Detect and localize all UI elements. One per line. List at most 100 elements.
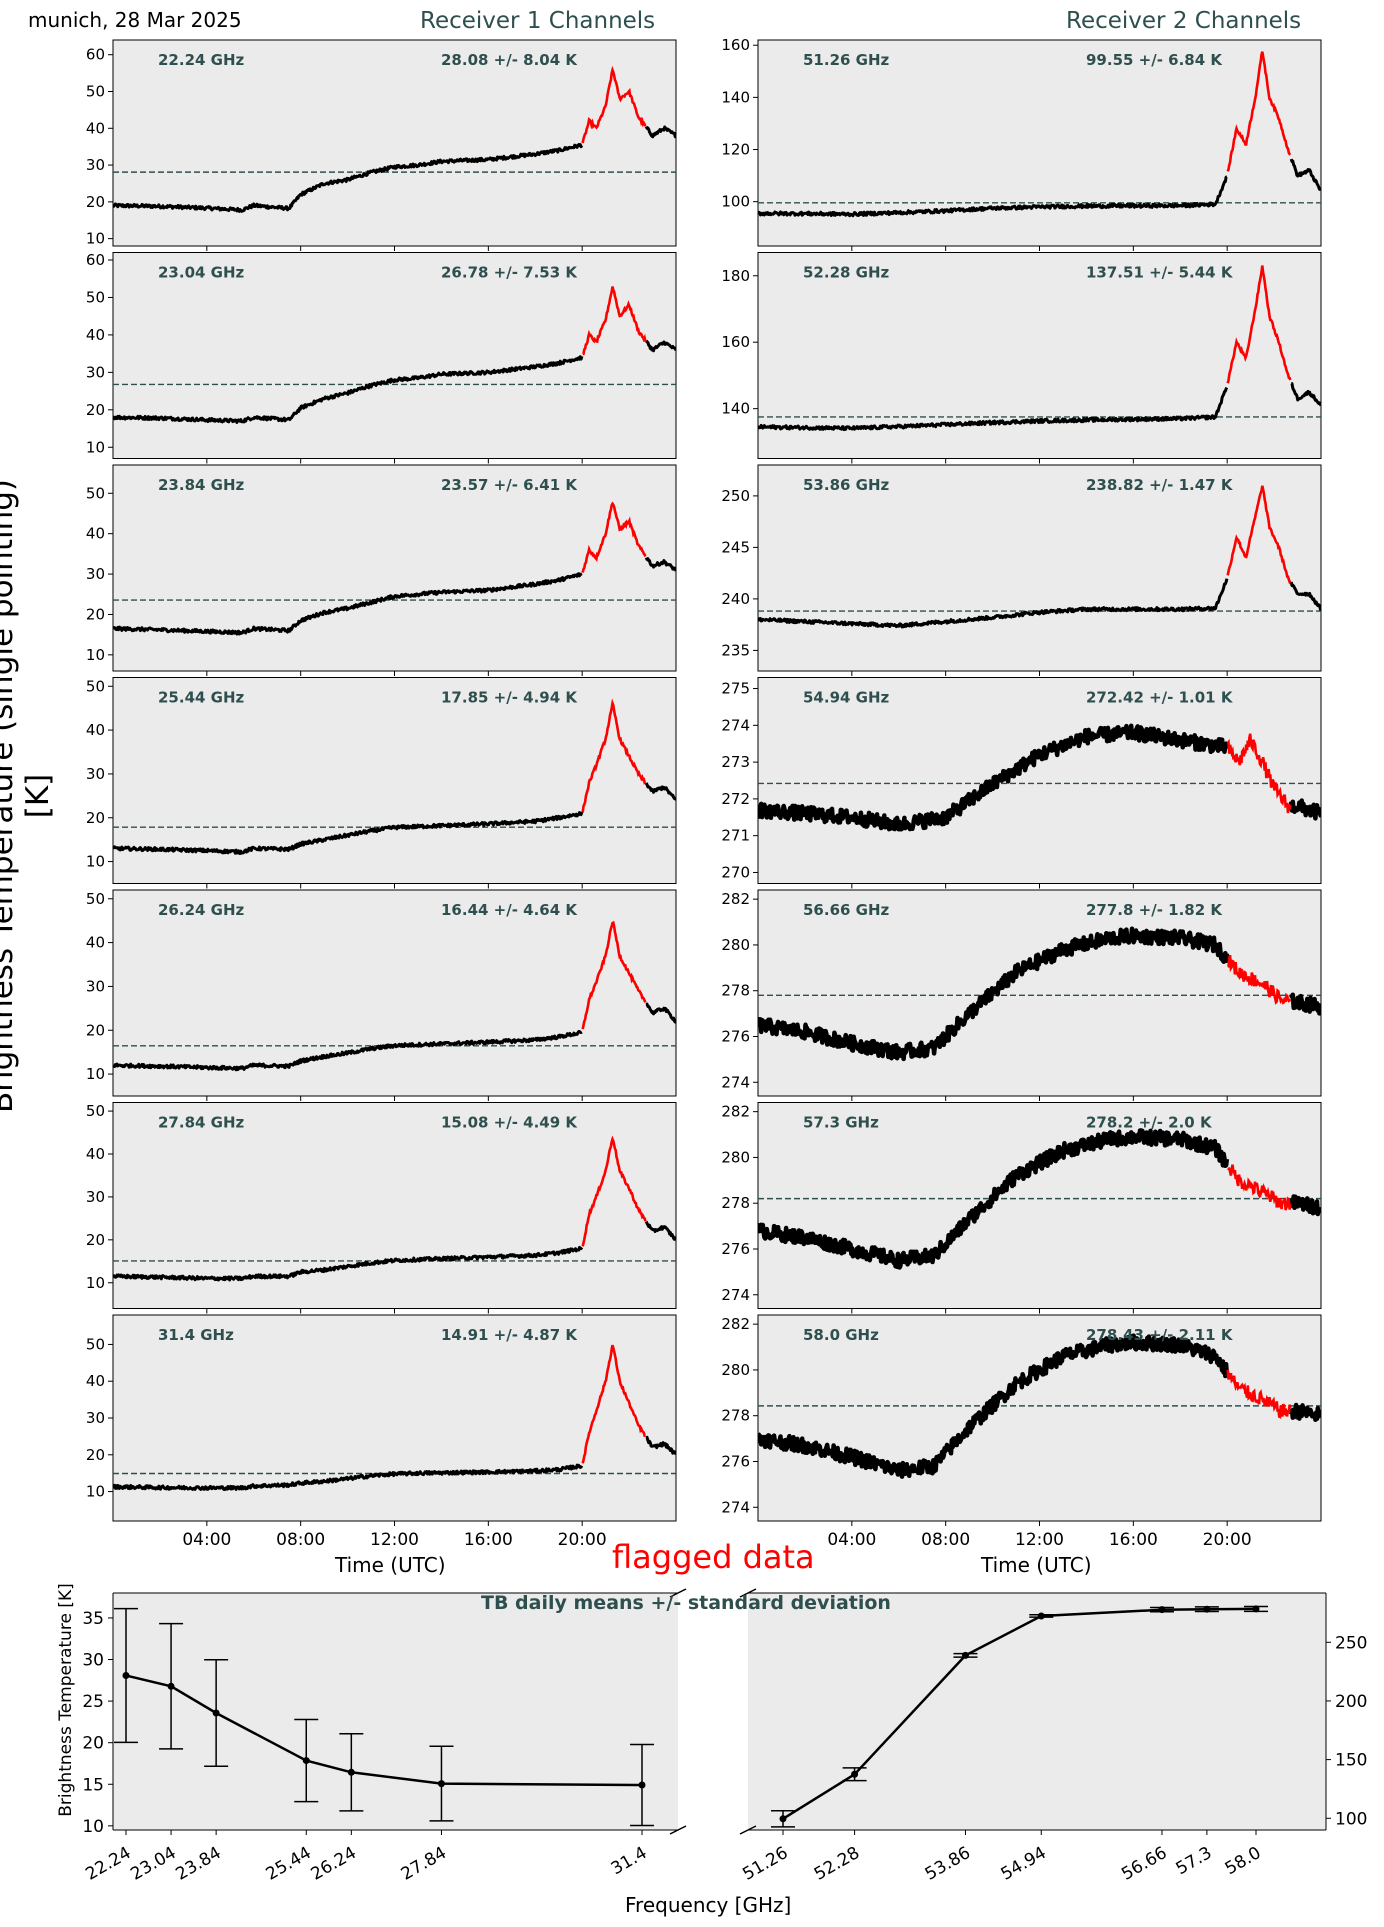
frequency-label: 57.3 GHz xyxy=(803,1114,879,1132)
x-axis-label-receiver1: Time (UTC) xyxy=(335,1553,446,1577)
summary-x-tick-label: 56.66 xyxy=(1118,1843,1170,1885)
summary-x-tick-label: 31.4 xyxy=(608,1843,651,1879)
stat-label: 15.08 +/- 4.49 K xyxy=(441,1114,578,1132)
summary-y-axis-label: Brightness Temperature [K] xyxy=(56,1583,76,1817)
summary-x-tick-label: 22.24 xyxy=(82,1843,134,1885)
frequency-label: 51.26 GHz xyxy=(803,51,890,69)
x-tick-label: 16:00 xyxy=(464,1530,513,1550)
stat-label: 278.2 +/- 2.0 K xyxy=(1086,1114,1213,1132)
y-tick-label: 30 xyxy=(86,1188,105,1206)
y-tick-label: 20 xyxy=(86,809,105,827)
receiver1-title: Receiver 1 Channels xyxy=(420,8,656,34)
data-series-line xyxy=(758,382,1321,432)
flagged-series-line xyxy=(582,286,647,356)
y-tick-label: 30 xyxy=(86,156,105,174)
stat-label: 238.82 +/- 1.47 K xyxy=(1086,476,1234,494)
y-tick-label: 274 xyxy=(721,716,750,734)
summary-x-tick-label: 51.26 xyxy=(739,1843,791,1885)
x-axis-label-receiver2: Time (UTC) xyxy=(981,1553,1092,1577)
y-tick-label: 40 xyxy=(86,326,105,344)
data-series-line xyxy=(113,1220,676,1282)
flagged-series-line xyxy=(581,1135,647,1247)
frequency-label: 23.84 GHz xyxy=(158,476,245,494)
mean-point xyxy=(638,1781,646,1789)
axis-break-mark xyxy=(669,1825,687,1835)
panel-background xyxy=(112,1314,677,1522)
y-axis-label: Brightness Temperature (single pointing)… xyxy=(0,478,56,1114)
y-tick-label: 140 xyxy=(721,88,750,106)
location-date: munich, 28 Mar 2025 xyxy=(28,8,242,32)
y-tick-label: 282 xyxy=(721,1103,750,1121)
y-tick-label: 50 xyxy=(86,677,105,695)
panel-background xyxy=(757,252,1322,459)
frequency-label: 23.04 GHz xyxy=(158,264,245,282)
data-series-line xyxy=(758,723,1321,832)
y-tick-label: 20 xyxy=(86,605,105,623)
y-tick-label: 250 xyxy=(721,487,750,505)
stat-label: 17.85 +/- 4.94 K xyxy=(441,689,578,707)
stat-label: 23.57 +/- 6.41 K xyxy=(441,476,578,494)
mean-point xyxy=(1158,1606,1166,1614)
panel-background xyxy=(112,39,677,247)
y-tick-label: 235 xyxy=(721,641,750,659)
summary-x-tick-label: 53.86 xyxy=(922,1843,974,1885)
mean-point xyxy=(1252,1605,1260,1613)
mean-point xyxy=(122,1671,130,1679)
summary-y-tick-label: 10 xyxy=(82,1817,104,1837)
stat-label: 26.78 +/- 7.53 K xyxy=(441,264,578,282)
frequency-label: 31.4 GHz xyxy=(158,1326,234,1344)
y-tick-label: 50 xyxy=(86,890,105,908)
y-tick-label: 30 xyxy=(86,765,105,783)
flagged-series-line xyxy=(581,698,647,813)
summary-title: TB daily means +/- standard deviation xyxy=(481,1592,891,1614)
x-tick-label: 04:00 xyxy=(182,1530,231,1550)
data-series-line xyxy=(113,1435,676,1491)
y-tick-label: 50 xyxy=(86,1335,105,1353)
panel-background xyxy=(757,1102,1322,1309)
y-tick-label: 50 xyxy=(86,288,105,306)
y-tick-label: 180 xyxy=(721,267,750,285)
summary-y-tick-label: 30 xyxy=(82,1651,104,1671)
x-tick-label: 12:00 xyxy=(370,1530,419,1550)
y-tick-label: 276 xyxy=(721,1240,750,1258)
flagged-series-line xyxy=(1227,1164,1292,1211)
y-tick-label: 50 xyxy=(86,83,105,101)
panel-r2-2: 140 160 180 52.28 GHz 137.51 +/- 5.44 K xyxy=(721,252,1322,464)
summary-x-tick-label: 26.24 xyxy=(308,1843,360,1885)
axis-break-mark xyxy=(669,1588,687,1598)
panel-r2-7: 274 276 278 280 282 04:00 08:00 12:00 16:00 20:00… xyxy=(721,1314,1322,1550)
flagged-series-line xyxy=(1226,51,1292,172)
y-tick-label: 278 xyxy=(721,1194,750,1212)
mean-point xyxy=(437,1780,445,1788)
mean-point xyxy=(1203,1605,1211,1613)
panel-r1-3: 10 20 30 40 50 23.84 GHz 23.57 +/- 6.41 K xyxy=(86,464,677,676)
panel-background xyxy=(757,39,1322,247)
panel-background xyxy=(757,889,1322,1097)
summary-x-tick-label: 58.0 xyxy=(1222,1843,1265,1879)
y-tick-label: 100 xyxy=(721,193,750,211)
y-tick-label: 50 xyxy=(86,1102,105,1120)
y-tick-label: 274 xyxy=(721,1286,750,1304)
stat-label: 16.44 +/- 4.64 K xyxy=(441,901,578,919)
y-tick-label: 160 xyxy=(721,36,750,54)
flagged-series-line xyxy=(1226,265,1292,384)
stat-label: 99.55 +/- 6.84 K xyxy=(1086,51,1223,69)
y-tick-label: 10 xyxy=(86,1274,105,1292)
axis-break-mark xyxy=(739,1825,757,1835)
y-tick-label: 278 xyxy=(721,1407,750,1425)
data-series-line xyxy=(758,1333,1321,1479)
summary-y-tick-label: 100 xyxy=(1335,1809,1367,1829)
flagged-series-line xyxy=(581,501,647,573)
panel-r1-6: 10 20 30 40 50 27.84 GHz 15.08 +/- 4.49 K xyxy=(86,1102,677,1314)
frequency-label: 26.24 GHz xyxy=(158,901,245,919)
flagged-series-line xyxy=(581,920,647,1030)
summary-y-tick-label: 250 xyxy=(1335,1633,1367,1653)
receiver2-title: Receiver 2 Channels xyxy=(1066,8,1302,34)
y-tick-label: 20 xyxy=(86,1021,105,1039)
flagged-series-line xyxy=(1227,954,1292,1005)
mean-point xyxy=(302,1757,310,1765)
y-tick-label: 10 xyxy=(86,1483,105,1501)
data-series-line xyxy=(758,158,1321,218)
y-tick-label: 272 xyxy=(721,790,750,808)
